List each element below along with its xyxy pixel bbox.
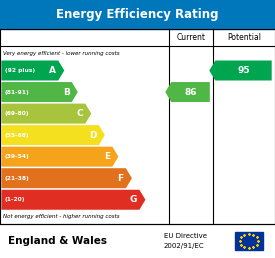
Text: D: D <box>89 131 97 140</box>
Bar <box>0 29 275 224</box>
Polygon shape <box>1 190 145 210</box>
Polygon shape <box>1 82 78 102</box>
Text: (69-80): (69-80) <box>5 111 29 116</box>
Text: E: E <box>104 152 110 161</box>
Text: Very energy efficient - lower running costs: Very energy efficient - lower running co… <box>3 51 119 56</box>
Polygon shape <box>1 168 132 188</box>
Text: A: A <box>49 66 56 75</box>
Text: (55-68): (55-68) <box>5 133 29 138</box>
Text: Current: Current <box>177 33 206 42</box>
Text: EU Directive: EU Directive <box>164 233 207 239</box>
Polygon shape <box>1 147 118 167</box>
Text: (1-20): (1-20) <box>5 197 25 202</box>
Polygon shape <box>165 82 210 102</box>
Text: F: F <box>117 174 124 183</box>
Polygon shape <box>209 60 272 80</box>
Text: 95: 95 <box>237 66 250 75</box>
Text: (21-38): (21-38) <box>5 176 29 181</box>
Polygon shape <box>1 103 91 124</box>
Text: (81-91): (81-91) <box>5 90 29 94</box>
Bar <box>0 0 275 29</box>
Text: 86: 86 <box>184 87 197 96</box>
Text: B: B <box>63 87 70 96</box>
Text: Energy Efficiency Rating: Energy Efficiency Rating <box>56 8 219 21</box>
Polygon shape <box>1 60 64 80</box>
Polygon shape <box>1 125 105 145</box>
Text: G: G <box>130 195 137 204</box>
Text: (92 plus): (92 plus) <box>5 68 35 73</box>
Text: Not energy efficient - higher running costs: Not energy efficient - higher running co… <box>3 214 119 219</box>
Bar <box>235 232 263 250</box>
Text: Potential: Potential <box>227 33 261 42</box>
Text: England & Wales: England & Wales <box>8 236 107 246</box>
Text: 2002/91/EC: 2002/91/EC <box>164 243 204 249</box>
Text: (39-54): (39-54) <box>5 154 29 159</box>
Text: C: C <box>76 109 83 118</box>
